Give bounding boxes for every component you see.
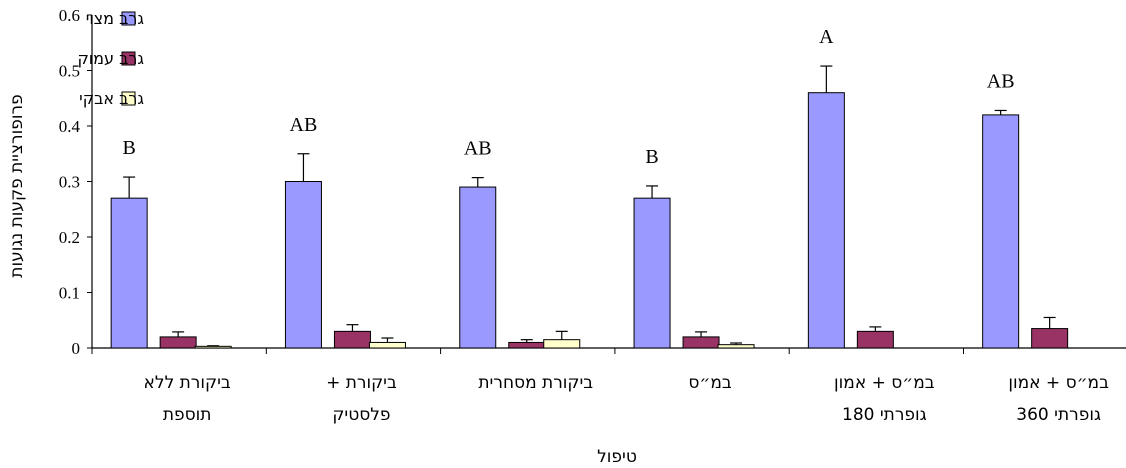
y-tick-label: 0.4 (59, 117, 81, 136)
legend-swatch (121, 51, 136, 66)
y-tick-label: 0.6 (59, 6, 80, 25)
significance-label: B (122, 137, 135, 159)
bar (284, 181, 322, 349)
significance-label: B (645, 146, 658, 168)
category-label: במ״ס (688, 373, 732, 393)
bar (508, 341, 546, 349)
y-tick-label: 0 (72, 339, 81, 358)
category-label: גופרתי 360 (1016, 405, 1101, 425)
y-tick-label: 0.3 (59, 173, 80, 192)
bar (543, 339, 581, 349)
bar (110, 197, 148, 349)
axes-layer (87, 14, 1126, 354)
bar (807, 92, 845, 349)
legend-swatch (121, 11, 136, 26)
category-label: גופרתי 180 (842, 405, 927, 425)
bar (333, 330, 371, 349)
bar (682, 336, 720, 349)
bar (856, 330, 894, 349)
significance-label: A (819, 26, 834, 48)
category-label: ביקורת ללא (144, 373, 231, 393)
y-tick-label: 0.2 (59, 228, 80, 247)
bars-layer (110, 65, 1069, 349)
bar (194, 345, 232, 349)
category-label: ביקורת + (326, 373, 397, 393)
y-axis-title: פרופורציית פקעות נגועות (7, 94, 27, 277)
legend-swatch (121, 91, 136, 106)
bar (459, 186, 497, 349)
significance-label: AB (987, 70, 1015, 92)
legend-label: גרב מצוי (86, 9, 145, 28)
legend-label: גרב עמוק (77, 49, 144, 68)
bar (717, 344, 755, 349)
category-label: פלסטיק (332, 405, 390, 425)
bar (159, 336, 197, 349)
significance-label: AB (464, 138, 492, 160)
legend-label: גרב אבקי (79, 89, 144, 108)
y-tick-label: 0.5 (59, 62, 80, 81)
bar (1031, 328, 1069, 349)
y-tick-label: 0.1 (59, 284, 80, 303)
x-axis-title: טיפול (597, 447, 637, 467)
labels-layer: 0 0.1 0.2 0.3 0.4 0.5 0.6 B AB AB B A AB ביקורת ללא תו… (59, 6, 1109, 425)
category-label: תוספת (163, 405, 212, 425)
bar (633, 197, 671, 349)
legend: גרב מצוי גרב עמוק גרב אבקי (77, 9, 144, 108)
bar (982, 114, 1020, 349)
category-label: ביקורת מסחרית (478, 373, 593, 393)
significance-label: AB (290, 114, 318, 136)
category-label: במ״ס + אמון (1008, 373, 1109, 393)
category-label: במ״ס + אמון (834, 373, 935, 393)
bar (368, 341, 406, 349)
